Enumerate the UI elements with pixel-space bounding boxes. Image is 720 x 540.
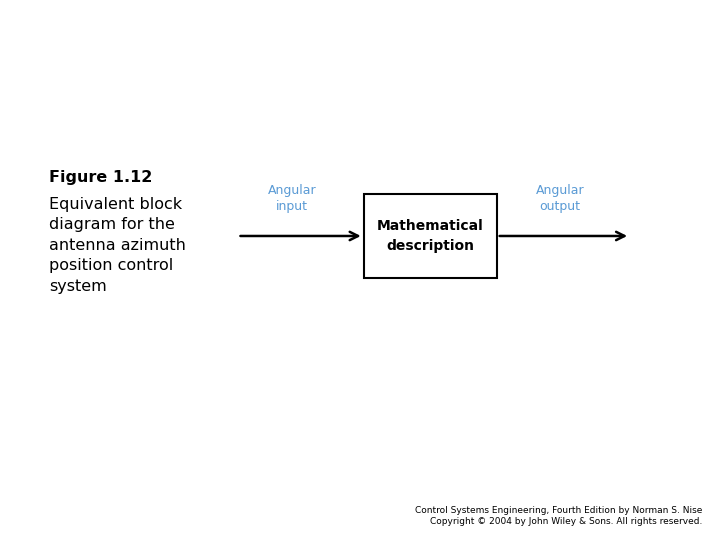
Text: Control Systems Engineering, Fourth Edition by Norman S. Nise
Copyright © 2004 b: Control Systems Engineering, Fourth Edit… xyxy=(415,505,702,526)
Bar xyxy=(364,194,497,278)
Text: Mathematical
description: Mathematical description xyxy=(377,219,484,253)
Text: Equivalent block
diagram for the
antenna azimuth
position control
system: Equivalent block diagram for the antenna… xyxy=(49,197,186,294)
Text: Figure 1.12: Figure 1.12 xyxy=(49,170,153,185)
Text: input: input xyxy=(276,200,308,213)
Text: Angular: Angular xyxy=(536,184,585,197)
Text: Angular: Angular xyxy=(268,184,317,197)
Text: output: output xyxy=(540,200,580,213)
